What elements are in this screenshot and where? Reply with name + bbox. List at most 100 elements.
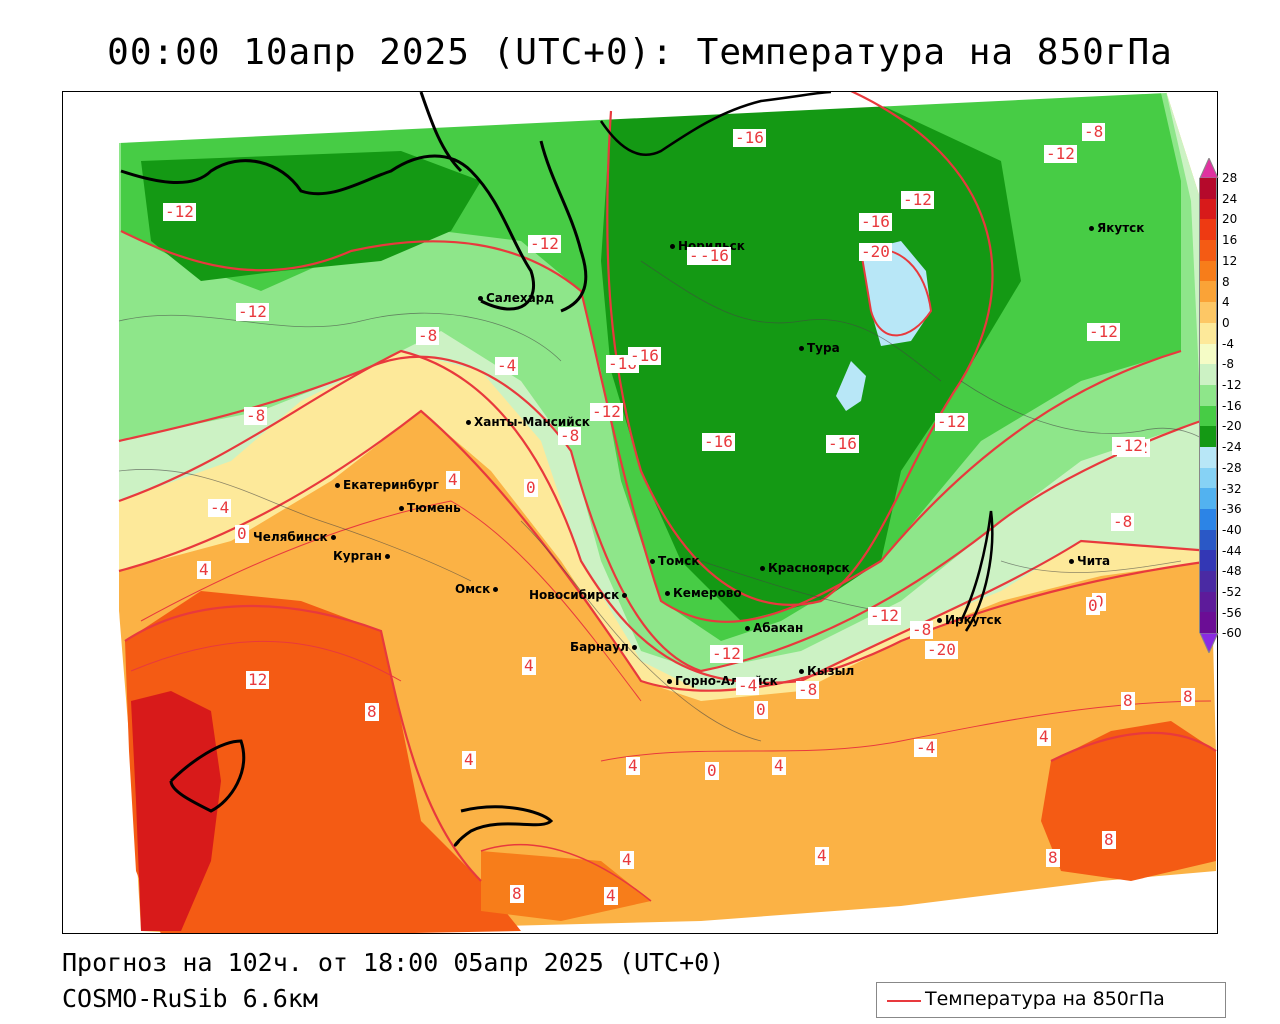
contour-label: 4	[626, 756, 640, 775]
contour-label: 0	[524, 478, 538, 497]
colorbar-tick-label: -52	[1222, 585, 1242, 599]
city-irkutsk: Иркутск	[937, 613, 1002, 627]
map-canvas	[63, 92, 1217, 933]
contour-label: -8	[1082, 122, 1106, 141]
colorbar-step	[1199, 612, 1217, 634]
contour-label: -12	[935, 412, 968, 431]
contour-label: -16	[826, 434, 859, 453]
contour-label: -8	[796, 680, 820, 699]
contour-label: 4	[446, 470, 460, 489]
city-tyumen: Тюмень	[399, 501, 461, 515]
colorbar-tick-label: 0	[1222, 315, 1230, 330]
contour-label: -16	[628, 346, 661, 365]
contour-label: 4	[197, 560, 211, 579]
contour-label: -12	[528, 234, 561, 253]
colorbar-step	[1199, 571, 1217, 592]
colorbar-step	[1199, 550, 1217, 572]
contour-label: -16	[733, 128, 766, 147]
contour-label: 4	[620, 850, 634, 869]
contour-label: 0	[1086, 596, 1100, 615]
colorbar-tick-label: -44	[1222, 543, 1242, 558]
contour-label: -4	[736, 676, 760, 695]
colorbar-tick-label: -56	[1222, 605, 1242, 620]
contour-label: -4	[914, 738, 938, 757]
contour-label: 8	[1181, 687, 1195, 706]
temperature-fill	[119, 92, 1216, 933]
colorbar-tick-label: 8	[1222, 274, 1230, 289]
contour-label: 4	[604, 886, 618, 905]
contour-label: -12	[901, 190, 934, 209]
colorbar-step	[1199, 405, 1217, 427]
city-tomsk: Томск	[650, 554, 700, 568]
colorbar-tick-label: 4	[1222, 295, 1230, 310]
contour-label: 8	[1121, 691, 1135, 710]
contour-label: -12	[868, 606, 901, 625]
colorbar-step	[1199, 364, 1217, 385]
colorbar-step	[1199, 240, 1217, 261]
city-gorno-altaysk: Горно-Алтайск	[667, 674, 778, 688]
city-barnaul: Барнаул	[570, 640, 640, 654]
colorbar-tick-label: -60	[1222, 626, 1242, 641]
contour-label: 8	[1046, 848, 1060, 867]
colorbar-tick-label: -20	[1222, 419, 1242, 434]
contour-label: 4	[522, 656, 536, 675]
contour-label: -12	[1112, 436, 1145, 455]
city-abakan: Абакан	[745, 621, 803, 635]
colorbar-tick-label: -48	[1222, 564, 1242, 579]
colorbar-step	[1199, 446, 1217, 468]
city-yekaterinburg: Екатеринбург	[335, 478, 439, 492]
city-krasnoyarsk: Красноярск	[760, 561, 850, 575]
colorbar-tick-label: -4	[1222, 336, 1234, 351]
contour-label: 4	[462, 750, 476, 769]
contour-label: 0	[705, 761, 719, 780]
colorbar-step	[1199, 260, 1217, 282]
colorbar-step	[1199, 343, 1217, 365]
contour-label: -16	[698, 246, 731, 265]
contour-label: -12	[590, 402, 623, 421]
contour-label: 0	[754, 700, 768, 719]
colorbar-step	[1199, 426, 1217, 447]
contour-label: -8	[1111, 512, 1135, 531]
contour-label: -12	[710, 644, 743, 663]
colorbar-step	[1199, 529, 1217, 551]
colorbar-tick-label: 24	[1222, 191, 1238, 206]
colorbar-step	[1199, 281, 1217, 303]
city-kurgan: Курган	[333, 549, 393, 563]
map-title: 00:00 10апр 2025 (UTC+0): Температура на…	[107, 32, 1173, 73]
model-name: COSMO-RuSib 6.6км	[62, 984, 318, 1013]
isotherm-lines	[118, 92, 1217, 902]
city-khanty-mansiysk: Ханты-Мансийск	[466, 415, 590, 429]
colorbar-step	[1199, 322, 1217, 344]
colorbar-top-arrow	[1199, 158, 1219, 178]
city-tura: Тура	[799, 341, 840, 355]
contour-label: -16	[702, 432, 735, 451]
contour-label: 12	[246, 670, 270, 689]
legend-label: Температура на 850гПа	[925, 988, 1165, 1010]
colorbar-tick-label: 28	[1222, 171, 1238, 185]
legend-line-swatch	[887, 1000, 921, 1002]
contour-label: 8	[510, 884, 524, 903]
contour-label: -12	[1087, 322, 1120, 341]
contour-label: -8	[558, 426, 582, 445]
contour-label: 4	[772, 756, 786, 775]
contour-label: -20	[859, 242, 892, 261]
colorbar-step	[1199, 467, 1217, 489]
colorbar-step	[1199, 302, 1217, 323]
contour-label: 8	[365, 702, 379, 721]
contour-label: -8	[244, 406, 268, 425]
contour-label: -12	[1044, 144, 1077, 163]
colorbar-bottom-arrow	[1199, 633, 1219, 654]
colorbar-step	[1199, 591, 1217, 613]
city-kyzyl: Кызыл	[799, 664, 854, 678]
contour-label: -4	[208, 498, 232, 517]
contour-label: -12	[163, 202, 196, 221]
colorbar-step	[1199, 198, 1217, 220]
colorbar-step	[1199, 488, 1217, 509]
contour-label: 0	[235, 524, 249, 543]
city-salekhard: Салехард	[478, 291, 554, 305]
legend: Температура на 850гПа	[876, 982, 1226, 1018]
city-kemerovo: Кемерово	[665, 586, 742, 600]
colorbar-tick-label: -40	[1222, 522, 1242, 537]
colorbar-tick-label: -12	[1222, 378, 1242, 392]
colorbar-tick-label: -32	[1222, 481, 1242, 496]
